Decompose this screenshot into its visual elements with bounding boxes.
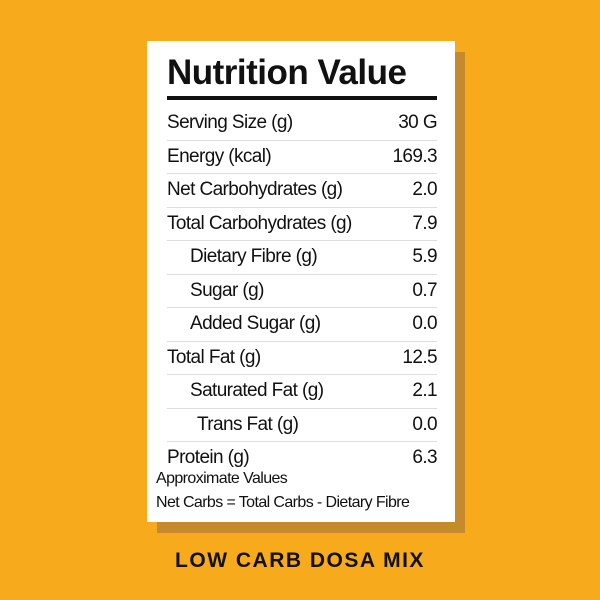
product-name: LOW CARB DOSA MIX xyxy=(175,549,425,572)
nutrition-row: Total Fat (g) 12.5 xyxy=(167,342,438,375)
nutrient-value: 0.0 xyxy=(412,313,437,334)
nutrient-label: Sugar (g) xyxy=(190,279,264,301)
nutrient-value: 0.7 xyxy=(412,279,437,301)
label-title: Nutrition Value xyxy=(167,53,407,92)
nutrient-label: Total Carbohydrates (g) xyxy=(167,212,352,234)
nutrient-value: 6.3 xyxy=(412,447,437,468)
nutrient-label: Trans Fat (g) xyxy=(197,413,299,435)
nutrition-row: Added Sugar (g) 0.0 xyxy=(167,308,438,342)
nutrition-row: Sugar (g) 0.7 xyxy=(167,275,438,308)
title-divider xyxy=(167,96,437,100)
nutrient-label: Added Sugar (g) xyxy=(190,313,321,334)
nutrient-label: Total Fat (g) xyxy=(167,346,261,368)
nutrient-value: 12.5 xyxy=(402,346,437,368)
nutrient-value: 2.0 xyxy=(412,179,437,200)
nutrient-value: 7.9 xyxy=(412,212,437,234)
nutrient-value: 0.0 xyxy=(412,413,437,435)
nutrient-label: Saturated Fat (g) xyxy=(190,380,324,401)
nutrition-row: Serving Size (g) 30 G xyxy=(167,107,438,141)
nutrient-value: 2.1 xyxy=(412,380,437,401)
nutrition-row: Saturated Fat (g) 2.1 xyxy=(167,375,438,409)
nutrient-label: Protein (g) xyxy=(167,447,250,468)
nutrition-label: Nutrition Value Serving Size (g) 30 G Ener… xyxy=(147,41,455,522)
nutrition-row: Net Carbohydrates (g) 2.0 xyxy=(167,174,438,208)
nutrition-row: Total Carbohydrates (g) 7.9 xyxy=(167,208,438,241)
nutrient-value: 5.9 xyxy=(412,246,437,267)
nutrition-row: Protein (g) 6.3 xyxy=(167,442,438,475)
nutrient-label: Serving Size (g) xyxy=(167,112,293,133)
nutrient-label: Net Carbohydrates (g) xyxy=(167,179,343,200)
nutrient-value: 169.3 xyxy=(392,145,437,167)
nutrition-rows: Serving Size (g) 30 G Energy (kcal) 169.3 Ne… xyxy=(167,107,438,475)
nutrient-value: 30 G xyxy=(398,112,437,133)
note-approximate: Approximate Values xyxy=(156,470,288,487)
nutrient-label: Dietary Fibre (g) xyxy=(190,246,318,267)
note-net-carbs: Net Carbs = Total Carbs - Dietary Fibre xyxy=(156,494,410,511)
nutrient-label: Energy (kcal) xyxy=(167,145,272,167)
nutrition-row: Trans Fat (g) 0.0 xyxy=(167,409,438,442)
nutrition-row: Dietary Fibre (g) 5.9 xyxy=(167,241,438,275)
nutrition-row: Energy (kcal) 169.3 xyxy=(167,141,438,174)
